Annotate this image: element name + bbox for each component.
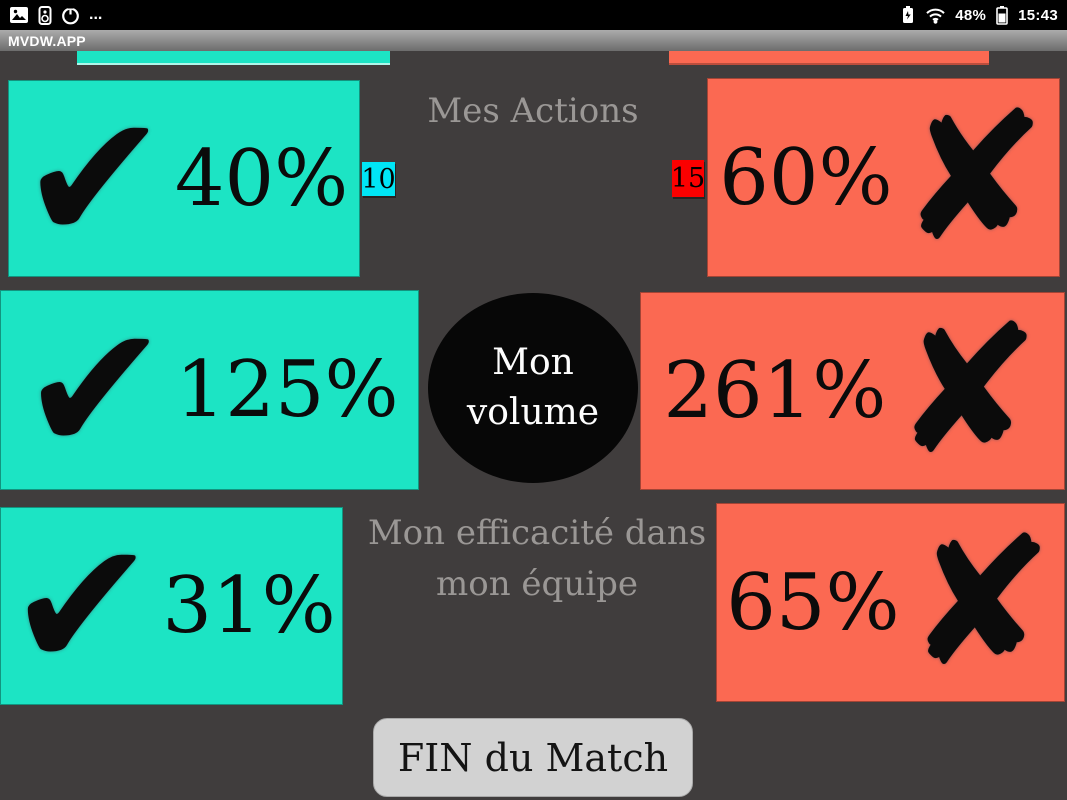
battery-icon: [996, 6, 1008, 25]
success-top-partial-box: [77, 51, 390, 65]
battery-percent-text: 48%: [955, 6, 987, 24]
fail-volume-percent: 261%: [663, 346, 887, 436]
volume-label-line1: Mon: [492, 341, 574, 383]
status-bar: ... 48% 15:43: [0, 0, 1067, 30]
cross-icon: ✘: [892, 287, 1042, 494]
fail-count-badge: 15: [670, 160, 706, 197]
fail-efficiency-percent: 65%: [726, 557, 900, 648]
success-count: 10: [361, 163, 396, 195]
cross-icon: ✘: [898, 73, 1048, 281]
end-match-button[interactable]: FIN du Match: [373, 718, 693, 797]
check-icon: ✔: [20, 286, 170, 493]
check-icon: ✔: [19, 74, 169, 282]
success-efficiency-percent: 31%: [162, 561, 336, 651]
efficiency-label: Mon efficacité dans mon équipe: [337, 508, 737, 610]
fail-count: 15: [670, 163, 706, 194]
app-title: MVDW.APP: [8, 32, 86, 49]
end-match-button-label: FIN du Match: [397, 735, 669, 780]
success-volume-box[interactable]: ✔ 125%: [0, 290, 419, 490]
volume-label-line2: volume: [466, 392, 600, 433]
speaker-icon: [38, 5, 52, 25]
fail-actions-percent: 60%: [719, 132, 893, 223]
success-count-badge: 10: [361, 162, 396, 196]
success-efficiency-box[interactable]: ✔ 31%: [0, 507, 343, 705]
efficiency-label-line1: Mon efficacité dans: [367, 513, 707, 553]
clock-text: 15:43: [1018, 6, 1058, 24]
check-icon: ✔: [7, 502, 157, 709]
success-actions-box[interactable]: ✔ 40%: [8, 80, 360, 277]
status-bar-notifications: ...: [9, 5, 103, 25]
fail-top-partial-box: [669, 51, 989, 65]
efficiency-label-line2: mon équipe: [436, 564, 638, 604]
success-actions-percent: 40%: [174, 133, 349, 224]
volume-label-circle: Mon volume: [428, 293, 638, 483]
power-icon: [62, 6, 79, 24]
status-bar-system: 48% 15:43: [900, 5, 1058, 25]
title-bar: MVDW.APP: [0, 30, 1067, 51]
success-volume-percent: 125%: [175, 345, 399, 435]
screenshot-icon: [10, 7, 28, 23]
actions-label: Mes Actions: [427, 91, 639, 131]
fail-volume-box[interactable]: 261% ✘: [640, 292, 1065, 490]
fail-efficiency-box[interactable]: 65% ✘: [716, 503, 1065, 702]
cross-icon: ✘: [905, 498, 1055, 706]
more-notifications-ellipsis: ...: [89, 6, 103, 23]
fail-actions-box[interactable]: 60% ✘: [707, 78, 1060, 277]
battery-saver-icon: [903, 6, 914, 23]
wifi-icon: [926, 8, 945, 24]
